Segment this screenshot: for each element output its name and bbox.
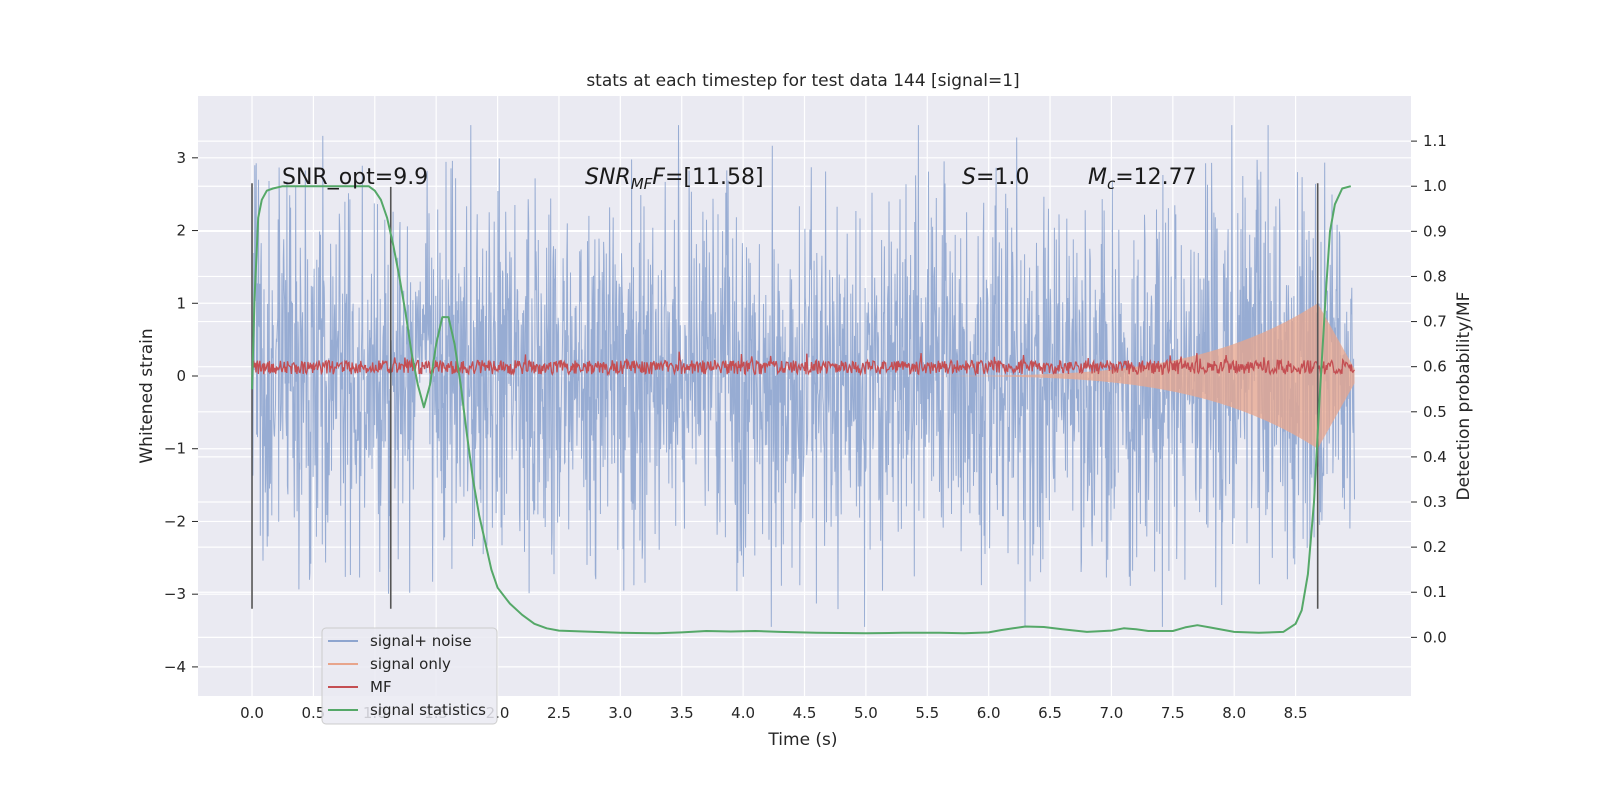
x-tick-label: 6.0 bbox=[977, 704, 1001, 722]
x-tick-label: 8.0 bbox=[1222, 704, 1246, 722]
y-right-tick-label: 1.1 bbox=[1423, 132, 1447, 150]
y-left-axis-label: Whitened strain bbox=[137, 328, 157, 463]
y-left-tick-label: 0 bbox=[176, 367, 186, 385]
mc-value: =12.77 bbox=[1115, 165, 1196, 190]
signal-only-envelope bbox=[865, 303, 1355, 449]
x-tick-label: 7.5 bbox=[1161, 704, 1185, 722]
y-right-tick-label: 0.3 bbox=[1423, 493, 1447, 511]
annotation-snr-mf: SNRMFF=[11.58] bbox=[585, 165, 764, 193]
y-right-tick-label: 0.0 bbox=[1423, 628, 1447, 646]
annotation-mc: Mc=12.77 bbox=[1088, 165, 1197, 193]
y-left-tick-label: −1 bbox=[164, 440, 186, 458]
series-signal-statistics bbox=[251, 185, 1352, 635]
snr-mf-base: SNR bbox=[585, 165, 631, 190]
x-tick-label: 0.0 bbox=[240, 704, 264, 722]
series-mf bbox=[251, 351, 1356, 377]
y-right-tick-label: 0.2 bbox=[1423, 538, 1447, 556]
snr-mf-f: F bbox=[652, 165, 665, 190]
series-signal-only bbox=[865, 303, 1355, 449]
y-right-tick-label: 0.1 bbox=[1423, 583, 1447, 601]
y-right-tick-label: 0.6 bbox=[1423, 358, 1447, 376]
vertical-markers bbox=[251, 183, 1319, 609]
y-right-tick-label: 0.8 bbox=[1423, 267, 1447, 285]
x-tick-label: 7.0 bbox=[1100, 704, 1124, 722]
y-right-tick-label: 0.4 bbox=[1423, 448, 1447, 466]
signal-statistics-line bbox=[251, 185, 1352, 635]
x-tick-label: 8.5 bbox=[1284, 704, 1308, 722]
x-tick-label: 5.5 bbox=[915, 704, 939, 722]
mc-base: M bbox=[1088, 165, 1107, 190]
x-tick-label: 2.5 bbox=[547, 704, 571, 722]
mc-sub: c bbox=[1107, 175, 1116, 193]
y-left-tick-label: 3 bbox=[176, 149, 186, 167]
y-right-axis-label: Detection probability/MF bbox=[1454, 292, 1474, 501]
s-value: =1.0 bbox=[976, 165, 1029, 190]
x-tick-label: 3.5 bbox=[670, 704, 694, 722]
legend-label-signal-statistics: signal statistics bbox=[370, 701, 486, 719]
legend-label-mf: MF bbox=[370, 678, 392, 696]
chart-title: stats at each timestep for test data 144… bbox=[586, 71, 1019, 91]
series-signal-noise bbox=[251, 125, 1355, 627]
x-tick-label: 5.0 bbox=[854, 704, 878, 722]
y-left-axis-ticks: 3 2 1 0 −1 −2 −3 −4 bbox=[164, 149, 198, 676]
s-label: S bbox=[962, 165, 976, 190]
y-right-tick-label: 0.7 bbox=[1423, 313, 1447, 331]
y-left-tick-label: −4 bbox=[164, 658, 186, 676]
legend: signal+ noise signal only MF signal stat… bbox=[321, 627, 498, 725]
x-axis-ticks: 0.00.51.01.52.02.53.03.54.04.55.05.56.06… bbox=[240, 704, 1307, 722]
x-tick-label: 6.5 bbox=[1038, 704, 1062, 722]
snr-mf-sub: MF bbox=[631, 175, 653, 193]
y-left-tick-label: 2 bbox=[176, 222, 186, 240]
y-right-tick-label: 0.5 bbox=[1423, 403, 1447, 421]
x-tick-label: 3.0 bbox=[608, 704, 632, 722]
x-axis-label: Time (s) bbox=[767, 730, 837, 750]
x-tick-label: 4.0 bbox=[731, 704, 755, 722]
legend-box bbox=[321, 627, 498, 725]
annotation-snr-opt: SNR_opt=9.9 bbox=[282, 165, 428, 190]
snr-mf-value: =[11.58] bbox=[665, 165, 764, 190]
y-left-tick-label: −3 bbox=[164, 585, 186, 603]
x-tick-label: 4.5 bbox=[793, 704, 817, 722]
mf-line bbox=[251, 351, 1356, 377]
y-right-tick-label: 0.9 bbox=[1423, 222, 1447, 240]
annotations: SNR_opt=9.9 SNRMFF=[11.58] S=1.0 Mc=12.7… bbox=[282, 165, 1197, 193]
signal-noise-line bbox=[251, 125, 1355, 627]
legend-label-signal-only: signal only bbox=[370, 655, 451, 673]
y-right-axis-ticks: 1.1 1.0 0.9 0.8 0.7 0.6 0.5 0.4 0.3 0.2 0.1 0.0 bbox=[1411, 132, 1447, 646]
x-tick-label: 0.5 bbox=[301, 704, 325, 722]
legend-label-signal-noise: signal+ noise bbox=[370, 632, 472, 650]
y-left-tick-label: −2 bbox=[164, 512, 186, 530]
annotation-s: S=1.0 bbox=[962, 165, 1029, 190]
y-left-tick-label: 1 bbox=[176, 294, 186, 312]
y-right-tick-label: 1.0 bbox=[1423, 177, 1447, 195]
